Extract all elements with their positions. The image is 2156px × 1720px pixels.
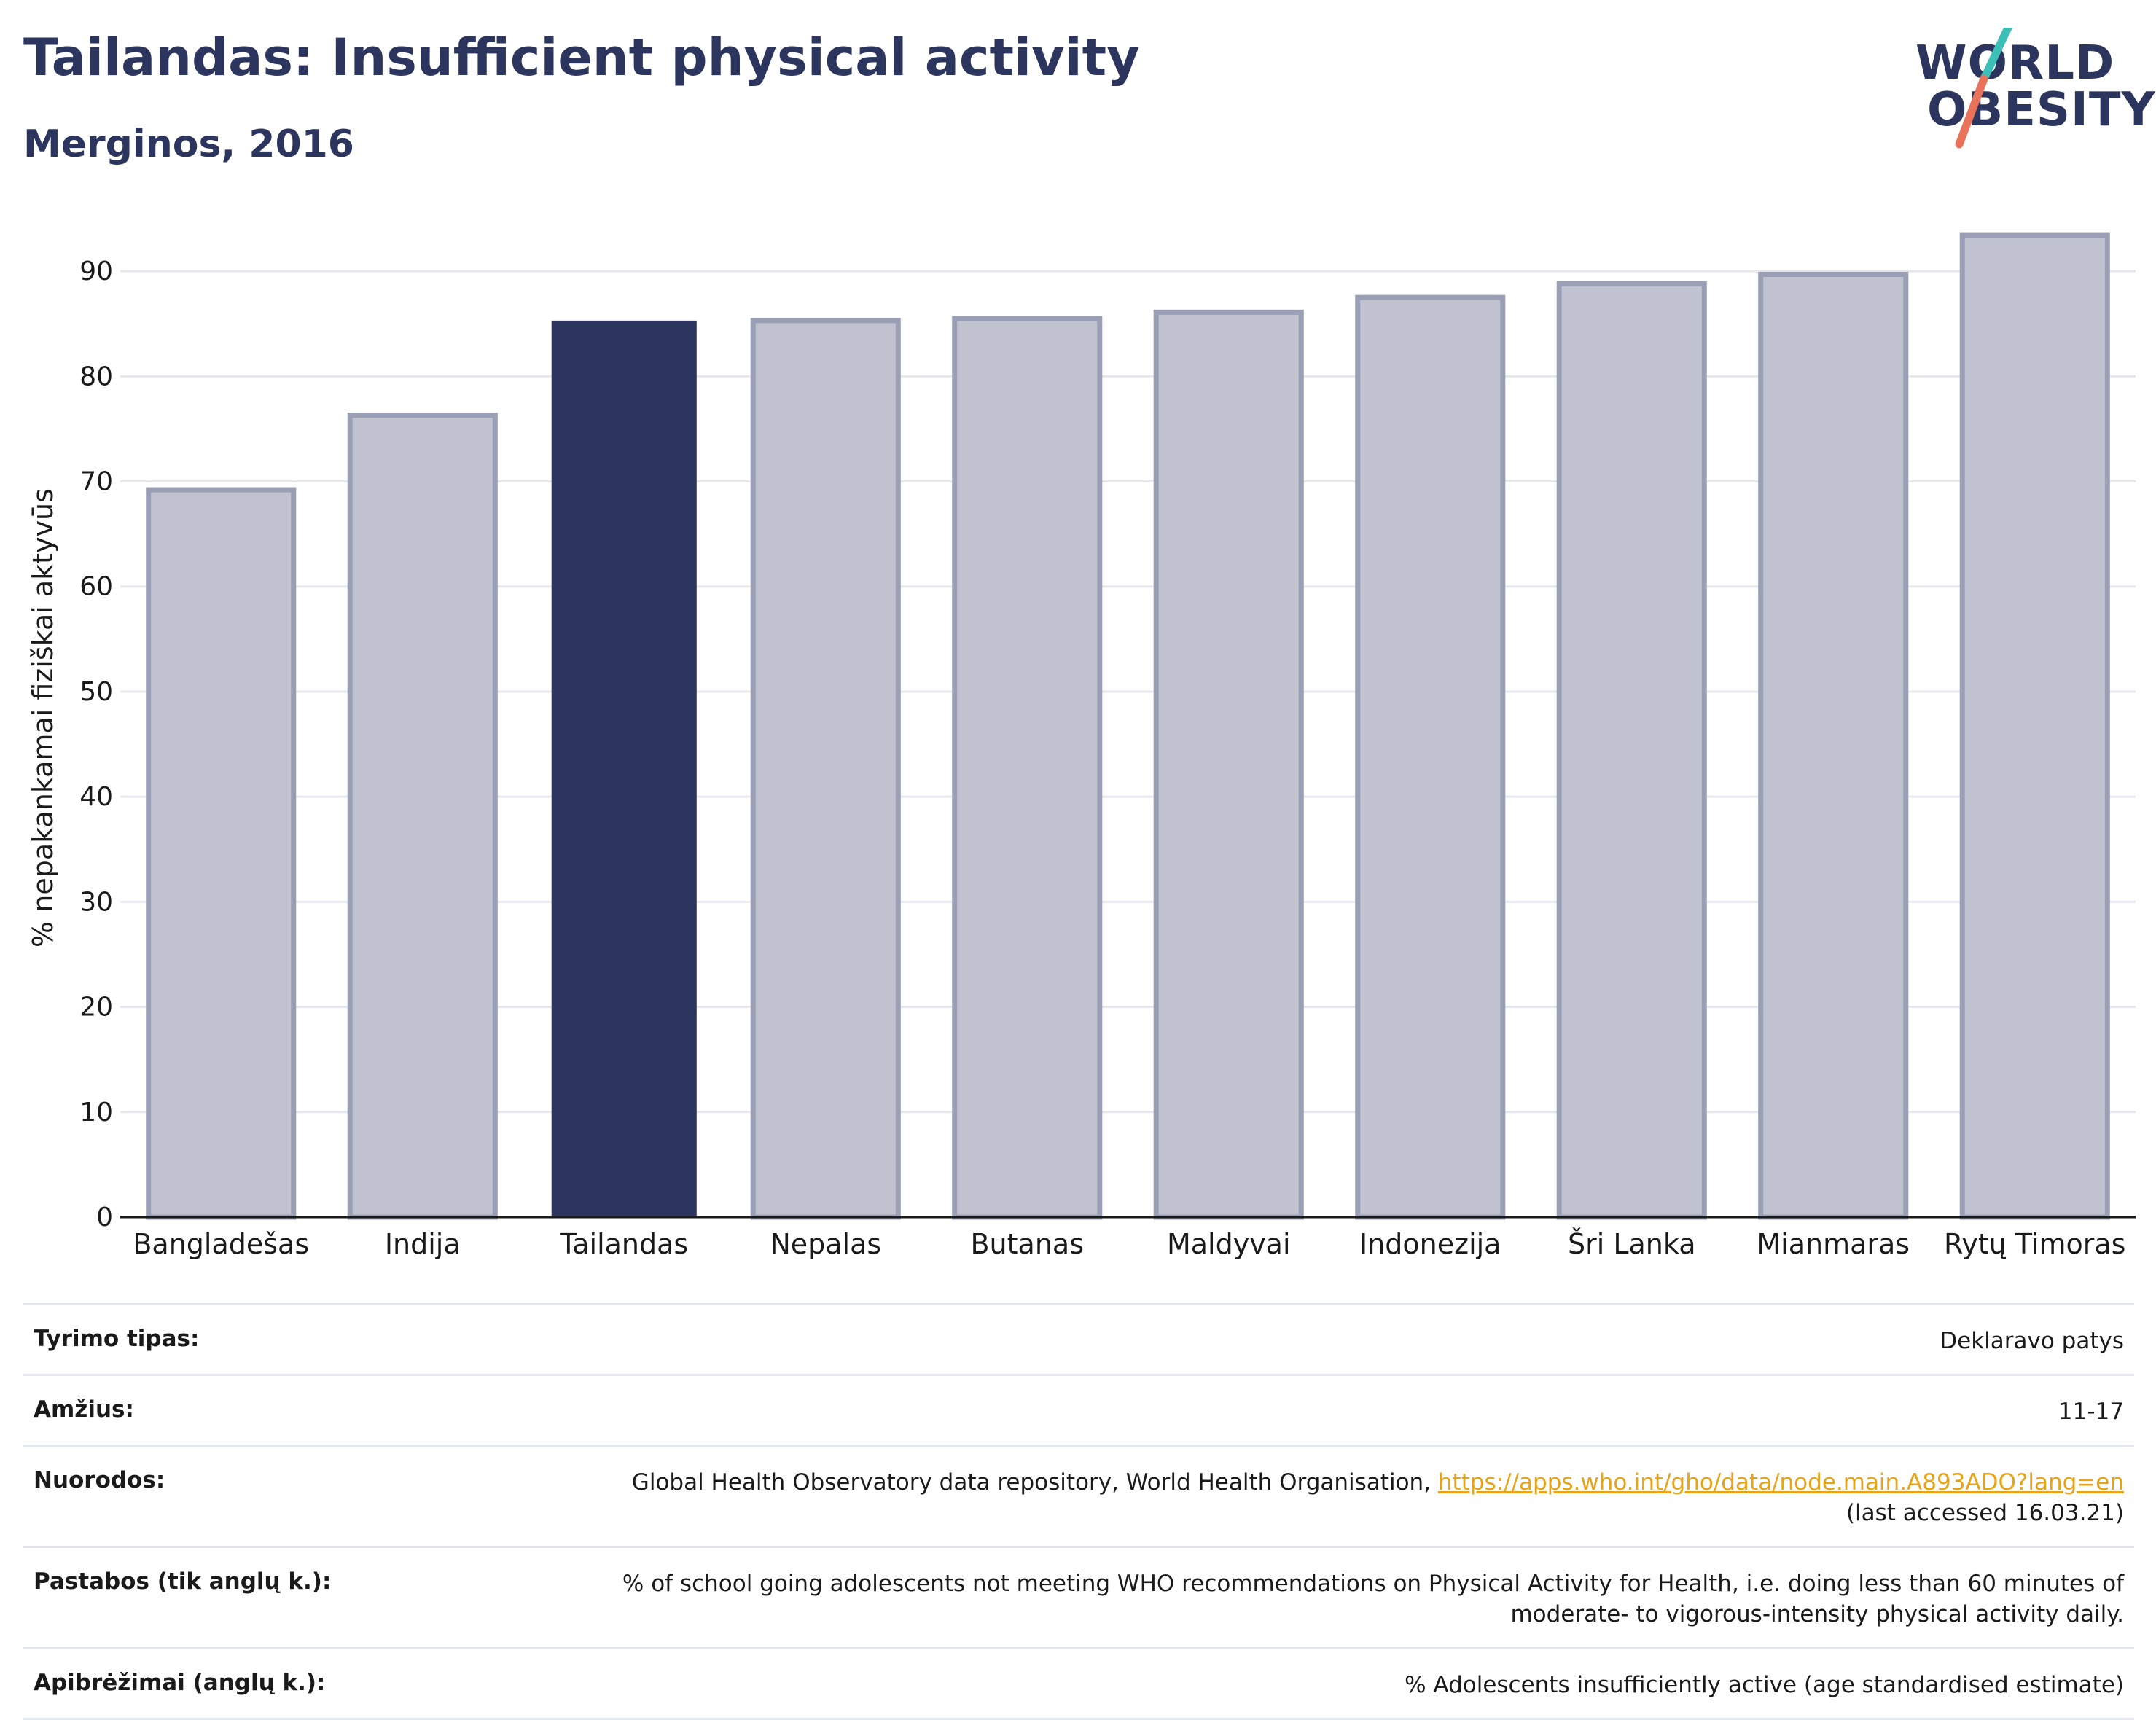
x-tick-label: Maldyvai (1167, 1228, 1291, 1260)
bar-chart: 0 10 20 30 40 50 60 70 80 90 % nepakankamai fizišk… (27, 232, 2136, 1260)
page-title: Tailandas: Insufficient physical activit… (23, 28, 1140, 87)
y-tick-label: 20 (79, 993, 113, 1023)
info-row-survey-type: Tyrimo tipas: Deklaravo patys (23, 1303, 2134, 1374)
x-tick-label: Indonezija (1359, 1228, 1501, 1260)
info-row-references: Nuorodos: Global Health Observatory data… (23, 1445, 2134, 1546)
y-tick-label: 80 (79, 361, 113, 391)
bar (952, 316, 1103, 1220)
bar (146, 487, 297, 1220)
x-tick-label: Rytų Timoras (1944, 1228, 2125, 1260)
bar (1355, 294, 1506, 1220)
info-row-definitions: Apibrėžimai (anglų k.): % Adolescents in… (23, 1647, 2134, 1720)
y-tick-label: 30 (79, 887, 113, 917)
info-label: Nuorodos: (34, 1467, 165, 1493)
bar (750, 318, 901, 1220)
info-row-notes: Pastabos (tik anglų k.): % of school goi… (23, 1546, 2134, 1647)
info-label: Apibrėžimai (anglų k.): (34, 1670, 326, 1696)
info-value-references: Global Health Observatory data repositor… (632, 1467, 2124, 1528)
info-table: Tyrimo tipas: Deklaravo patys Amžius: 11… (23, 1303, 2134, 1720)
info-value: 11-17 (2058, 1399, 2124, 1425)
reference-accessed: (last accessed 16.03.21) (1846, 1500, 2124, 1526)
info-value: Deklaravo patys (1940, 1328, 2124, 1354)
bar (1758, 271, 1909, 1220)
info-label: Pastabos (tik anglų k.): (34, 1568, 332, 1595)
logo-text-line1: WORLD (1915, 36, 2115, 90)
y-tick-label: 40 (79, 782, 113, 812)
x-tick-label: Indija (385, 1228, 461, 1260)
bar (347, 413, 498, 1220)
y-tick-label: 90 (79, 257, 113, 286)
x-tick-label: Tailandas (559, 1228, 688, 1260)
reference-link[interactable]: https://apps.who.int/gho/data/node.main.… (1437, 1469, 2124, 1496)
info-label: Amžius: (34, 1396, 134, 1423)
y-tick-label: 60 (79, 572, 113, 602)
page-subtitle: Merginos, 2016 (23, 122, 354, 166)
bar (551, 320, 697, 1217)
reference-text: Global Health Observatory data repositor… (631, 1469, 1438, 1496)
y-tick-label: 0 (96, 1203, 113, 1232)
bar (1959, 232, 2110, 1220)
y-tick-label: 70 (79, 467, 113, 497)
world-obesity-logo: WORLD OBESITY (1902, 28, 2155, 159)
logo-slash-icon (1955, 28, 2012, 149)
bar (1556, 281, 1707, 1220)
bar (1153, 309, 1304, 1220)
y-tick-label: 50 (79, 677, 113, 707)
x-tick-label: Butanas (970, 1228, 1084, 1260)
x-tick-label: Nepalas (770, 1228, 881, 1260)
info-value: % of school going adolescents not meetin… (622, 1571, 2124, 1627)
y-axis-label: % nepakankamai fiziškai aktyvūs (27, 488, 59, 947)
x-tick-label: Šri Lanka (1568, 1228, 1696, 1260)
info-value: % Adolescents insufficiently active (age… (1405, 1672, 2124, 1698)
info-label: Tyrimo tipas: (34, 1326, 200, 1352)
x-tick-label: Mianmaras (1757, 1228, 1910, 1260)
info-row-age: Amžius: 11-17 (23, 1374, 2134, 1445)
x-tick-label: Bangladešas (133, 1228, 309, 1260)
y-tick-label: 10 (79, 1098, 113, 1127)
